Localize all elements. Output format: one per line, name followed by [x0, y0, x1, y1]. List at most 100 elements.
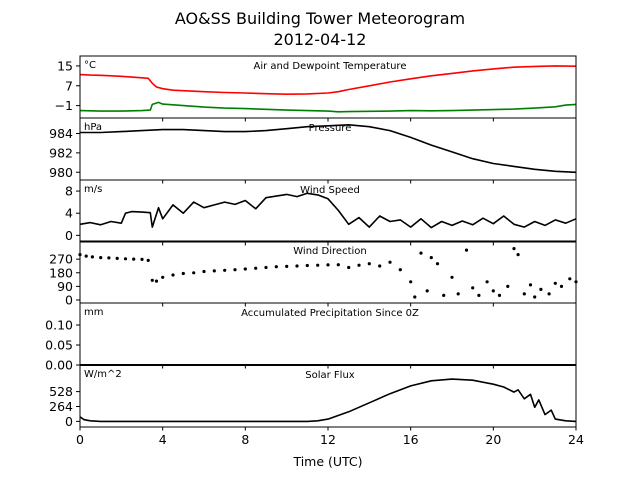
- wind_direction-point: [254, 266, 258, 270]
- temperature-ytick-label: 15: [57, 58, 73, 73]
- wind_direction-point: [212, 269, 216, 273]
- temperature-series-line-0: [79, 65, 577, 95]
- wind_direction-point: [181, 271, 185, 276]
- x-tick-label: 0: [76, 432, 84, 447]
- wind_direction-point: [559, 284, 564, 288]
- wind_direction-point: [497, 293, 502, 297]
- wind_direction-ytick-label: 270: [49, 252, 73, 267]
- wind_direction-point: [471, 286, 475, 290]
- temperature-series-line-1: [79, 101, 577, 113]
- wind_direction-point: [223, 268, 227, 272]
- wind_direction-point: [99, 256, 103, 260]
- solar_flux-series-line-0: [79, 378, 577, 423]
- wind_direction-point: [442, 293, 446, 297]
- wind_direction-point: [512, 247, 516, 251]
- temperature-panel-title: Air and Dewpoint Temperature: [254, 61, 407, 72]
- x-axis-label: Time (UTC): [292, 454, 362, 469]
- precipitation-ytick-label: 0.05: [45, 338, 73, 353]
- wind_direction-point: [528, 283, 533, 287]
- x-tick-label: 4: [159, 432, 167, 447]
- wind_direction-point: [150, 278, 154, 282]
- panel-temperature: 15 7 −1 °C Air and Dewpoint Temperature: [55, 55, 577, 122]
- wind_direction-point: [347, 265, 351, 270]
- solar_flux-unit-label: W/m^2: [84, 369, 122, 380]
- wind_direction-point: [539, 287, 543, 291]
- solar_flux-ytick-label: 0: [65, 414, 73, 429]
- precipitation-ytick-label: 0.10: [45, 318, 73, 333]
- wind_direction-point: [464, 248, 469, 252]
- wind_direction-point: [132, 257, 136, 261]
- solar_flux-panel-title: Solar Flux: [305, 370, 355, 381]
- wind_direction-point: [409, 280, 413, 284]
- wind_speed-ytick-label: 4: [65, 206, 73, 221]
- x-tick-label: 12: [320, 432, 336, 447]
- wind_direction-point: [456, 292, 460, 296]
- wind_direction-point: [413, 295, 417, 299]
- wind_direction-point: [233, 268, 237, 272]
- pressure-ytick-label: 982: [49, 145, 73, 160]
- wind_direction-ytick-label: 90: [57, 279, 73, 294]
- wind_speed-ytick-label: 8: [65, 184, 73, 199]
- panel-precipitation: 0.10 0.05 0.00 mm Accumulated Precipitation …: [45, 302, 577, 373]
- pressure-ytick-label: 980: [49, 165, 73, 180]
- wind_direction-point: [326, 263, 330, 267]
- wind_direction-point: [305, 263, 309, 268]
- wind_direction-panel-title: Wind Direction: [293, 246, 367, 257]
- wind_direction-point: [506, 284, 510, 288]
- pressure-series-line-0: [80, 124, 577, 174]
- wind_direction-point: [264, 265, 268, 270]
- wind_direction-point: [274, 265, 278, 269]
- wind_direction-point: [192, 271, 196, 275]
- precipitation-unit-label: mm: [84, 307, 103, 318]
- wind_direction-point: [146, 258, 150, 262]
- wind_direction-ytick-label: 0: [65, 292, 73, 307]
- wind_speed-series-line-0: [79, 192, 577, 229]
- wind_direction-point: [115, 256, 119, 260]
- wind_direction-point: [378, 264, 382, 268]
- solar_flux-ytick-label: 528: [49, 384, 73, 399]
- wind_direction-point: [336, 263, 340, 267]
- solar_flux-ytick-label: 264: [49, 399, 73, 414]
- wind_direction-point: [84, 254, 88, 258]
- wind_direction-point: [357, 263, 361, 267]
- wind_direction-point: [485, 280, 489, 284]
- wind_direction-point: [367, 262, 371, 266]
- precipitation-panel-title: Accumulated Precipitation Since 0Z: [241, 308, 419, 319]
- wind_direction-point: [107, 256, 111, 260]
- temperature-ytick-label: −1: [55, 98, 73, 113]
- precipitation-ytick-label: 0.00: [45, 358, 73, 373]
- wind_direction-point: [477, 293, 481, 297]
- wind_direction-point: [425, 289, 429, 293]
- wind_direction-point: [316, 263, 320, 267]
- wind_direction-point: [285, 264, 289, 268]
- wind_direction-point: [161, 275, 165, 279]
- wind_direction-point: [547, 292, 551, 296]
- wind_speed-ytick-label: 0: [65, 228, 73, 243]
- pressure-ytick-label: 984: [49, 126, 73, 141]
- panel-pressure: 984 982 980 hPa Pressure: [49, 117, 577, 184]
- temperature-ytick-label: 7: [65, 78, 73, 93]
- pressure-unit-label: hPa: [84, 122, 102, 133]
- wind_speed-panel-title: Wind Speed: [300, 185, 360, 196]
- wind_direction-point: [435, 262, 440, 266]
- wind_direction-point: [243, 267, 247, 271]
- wind_direction-point: [533, 295, 537, 299]
- wind_direction-point: [553, 281, 557, 285]
- pressure-panel-title: Pressure: [309, 123, 352, 134]
- wind_direction-point: [450, 275, 454, 279]
- wind_direction-point: [491, 289, 495, 293]
- wind_direction-point: [202, 269, 206, 274]
- wind_speed-unit-label: m/s: [84, 184, 102, 195]
- wind_direction-point: [398, 268, 402, 272]
- chart-title-line-1: AO&SS Building Tower Meteorogram: [175, 9, 465, 28]
- chart-title-line-2: 2012-04-12: [274, 30, 367, 49]
- panels: 157−1°C Air and Dewpoint Temperature98498…: [45, 55, 584, 447]
- panel-wind_speed: 8 4 0 m/s Wind Speed: [65, 179, 577, 246]
- wind_direction-point: [154, 279, 159, 283]
- x-tick-label: 24: [568, 432, 584, 447]
- wind_direction-point: [429, 256, 433, 260]
